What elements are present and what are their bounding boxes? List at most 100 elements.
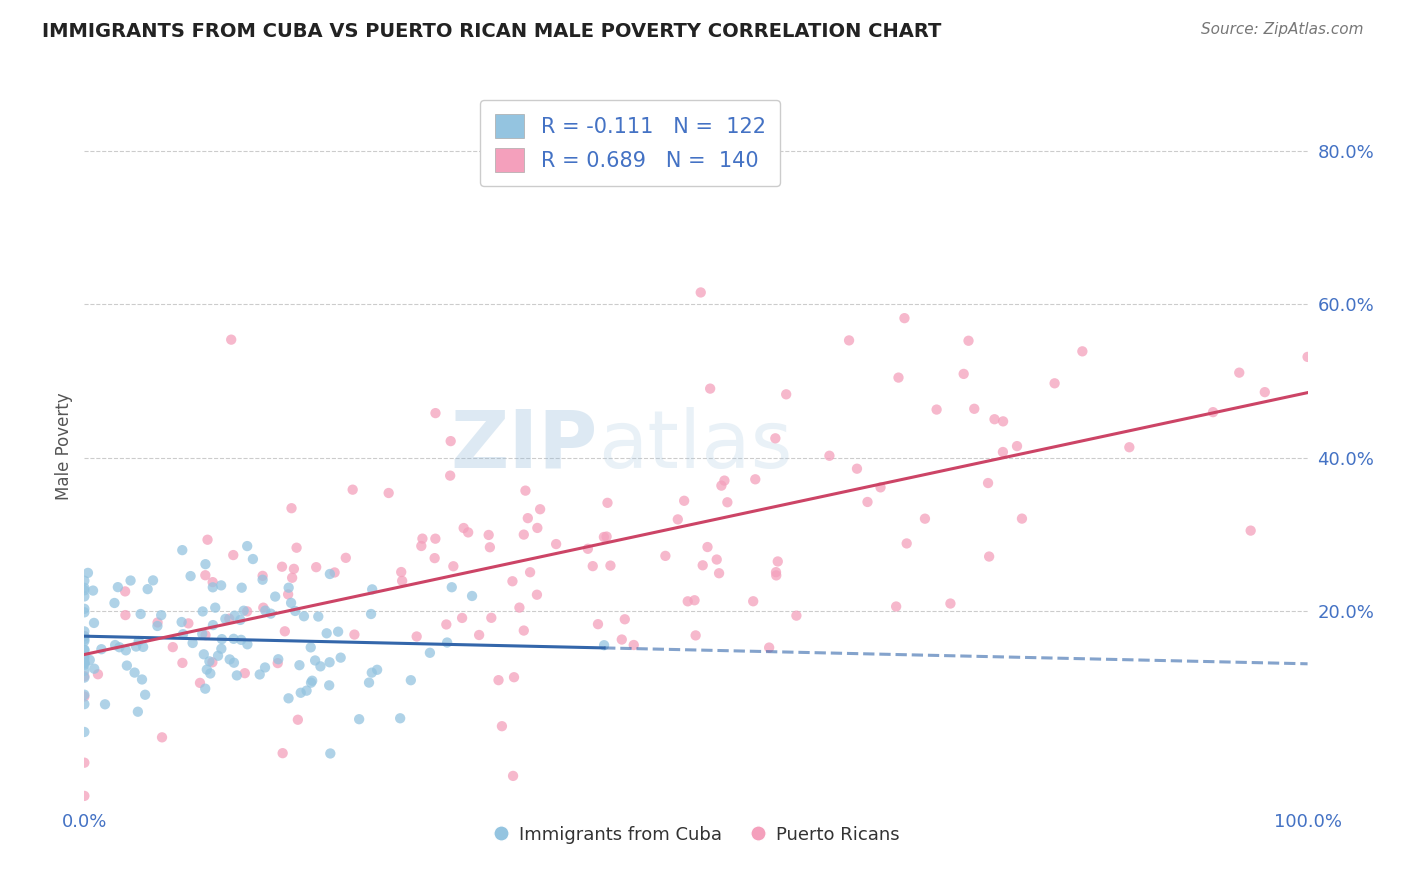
Point — [389, 565, 412, 579]
Point — [869, 480, 891, 494]
Point — [249, 667, 271, 681]
Point — [502, 769, 524, 783]
Point — [73, 664, 96, 678]
Point — [766, 554, 789, 568]
Point — [513, 624, 536, 638]
Point — [1005, 439, 1028, 453]
Point — [73, 671, 96, 685]
Point — [191, 604, 214, 618]
Point — [689, 285, 711, 300]
Point — [893, 311, 915, 326]
Point — [295, 683, 318, 698]
Point — [434, 617, 457, 632]
Point — [1227, 366, 1250, 380]
Point — [342, 483, 364, 497]
Point — [194, 568, 217, 582]
Point — [277, 691, 299, 706]
Point — [516, 511, 538, 525]
Point — [513, 527, 536, 541]
Point — [439, 468, 461, 483]
Point — [242, 552, 264, 566]
Point — [846, 461, 869, 475]
Point — [285, 541, 308, 555]
Point — [103, 596, 125, 610]
Point — [73, 574, 96, 588]
Point — [124, 665, 146, 680]
Point — [1043, 376, 1066, 391]
Point — [172, 656, 194, 670]
Point — [73, 643, 96, 657]
Point — [172, 627, 194, 641]
Point — [357, 675, 380, 690]
Point — [267, 656, 290, 670]
Point — [225, 668, 247, 682]
Point — [194, 557, 217, 571]
Point — [252, 573, 274, 587]
Point — [172, 543, 194, 558]
Point — [222, 632, 245, 646]
Point — [232, 604, 254, 618]
Point — [132, 640, 155, 654]
Point — [222, 548, 245, 562]
Point — [260, 607, 283, 621]
Point — [280, 596, 302, 610]
Point — [73, 669, 96, 683]
Point — [229, 613, 252, 627]
Point — [198, 654, 221, 668]
Point — [73, 624, 96, 639]
Point — [114, 584, 136, 599]
Point — [744, 472, 766, 486]
Point — [201, 655, 224, 669]
Point — [315, 626, 337, 640]
Point — [411, 539, 433, 553]
Point — [146, 615, 169, 630]
Point — [405, 630, 427, 644]
Y-axis label: Male Poverty: Male Poverty — [55, 392, 73, 500]
Point — [194, 681, 217, 696]
Point — [299, 640, 322, 655]
Point — [318, 655, 340, 669]
Point — [277, 581, 299, 595]
Point — [73, 642, 96, 657]
Text: ZIP: ZIP — [451, 407, 598, 485]
Point — [419, 646, 441, 660]
Point — [277, 587, 299, 601]
Point — [73, 583, 96, 598]
Point — [108, 640, 131, 655]
Point — [526, 588, 548, 602]
Point — [252, 600, 274, 615]
Point — [478, 541, 501, 555]
Point — [440, 580, 463, 594]
Point — [529, 502, 551, 516]
Point — [478, 528, 501, 542]
Point — [129, 607, 152, 621]
Point — [742, 594, 765, 608]
Point — [503, 670, 526, 684]
Point — [377, 486, 399, 500]
Point — [73, 756, 96, 770]
Point — [73, 656, 96, 670]
Point — [391, 574, 413, 588]
Point — [73, 590, 96, 604]
Point — [181, 636, 204, 650]
Point — [271, 746, 294, 760]
Point — [957, 334, 980, 348]
Point — [283, 562, 305, 576]
Point — [676, 594, 699, 608]
Point — [114, 608, 136, 623]
Point — [360, 607, 382, 621]
Point — [979, 549, 1001, 564]
Point — [115, 658, 138, 673]
Point — [491, 719, 513, 733]
Point — [546, 537, 568, 551]
Point — [87, 667, 110, 681]
Point — [218, 612, 240, 626]
Point — [479, 611, 502, 625]
Point — [136, 582, 159, 596]
Point — [271, 559, 294, 574]
Point — [501, 574, 523, 589]
Point — [224, 608, 246, 623]
Point — [838, 334, 860, 348]
Point — [274, 624, 297, 639]
Point — [73, 656, 96, 670]
